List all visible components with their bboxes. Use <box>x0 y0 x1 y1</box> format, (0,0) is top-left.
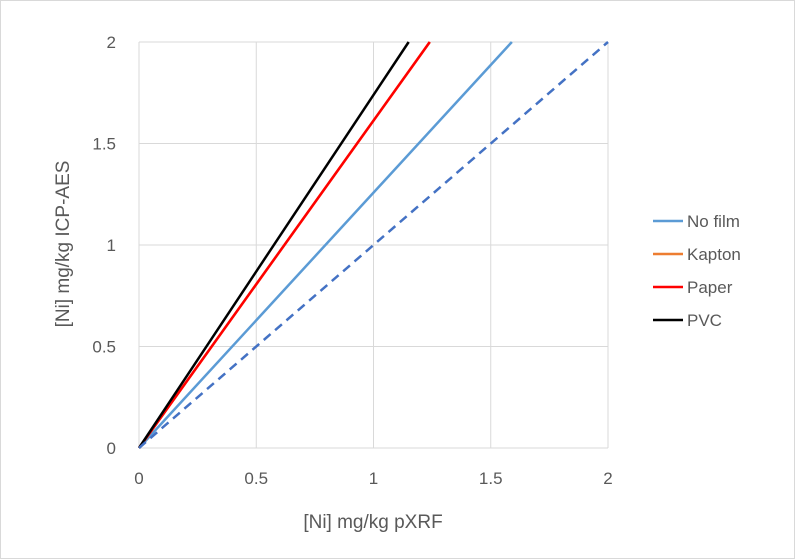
legend: No film Kapton Paper PVC <box>653 212 741 330</box>
series-line-4 <box>138 41 609 449</box>
y-axis-title: [Ni] mg/kg ICP-AES <box>53 161 74 328</box>
series-line-2 <box>137 41 431 449</box>
y-tick-label: 1 <box>107 236 116 255</box>
y-tick-label: 1.5 <box>92 135 116 154</box>
x-tick-label: 1.5 <box>479 469 503 488</box>
series-line-0 <box>138 41 513 449</box>
x-tick-label: 1 <box>369 469 378 488</box>
y-tick-label: 2 <box>107 33 116 52</box>
series-layer <box>137 41 609 449</box>
legend-label: Paper <box>687 278 733 297</box>
series-line-3 <box>137 41 410 449</box>
x-axis-ticks: 0 0.5 1 1.5 2 <box>134 469 612 488</box>
gridlines <box>138 41 609 449</box>
x-tick-label: 2 <box>603 469 612 488</box>
x-axis-title: [Ni] mg/kg pXRF <box>303 512 442 533</box>
y-axis-ticks: 0 0.5 1 1.5 2 <box>92 33 116 458</box>
legend-label: PVC <box>687 311 722 330</box>
y-tick-label: 0 <box>107 439 116 458</box>
legend-label: Kapton <box>687 245 741 264</box>
x-tick-label: 0 <box>134 469 143 488</box>
legend-label: No film <box>687 212 740 231</box>
x-tick-label: 0.5 <box>244 469 268 488</box>
y-tick-label: 0.5 <box>92 338 116 357</box>
